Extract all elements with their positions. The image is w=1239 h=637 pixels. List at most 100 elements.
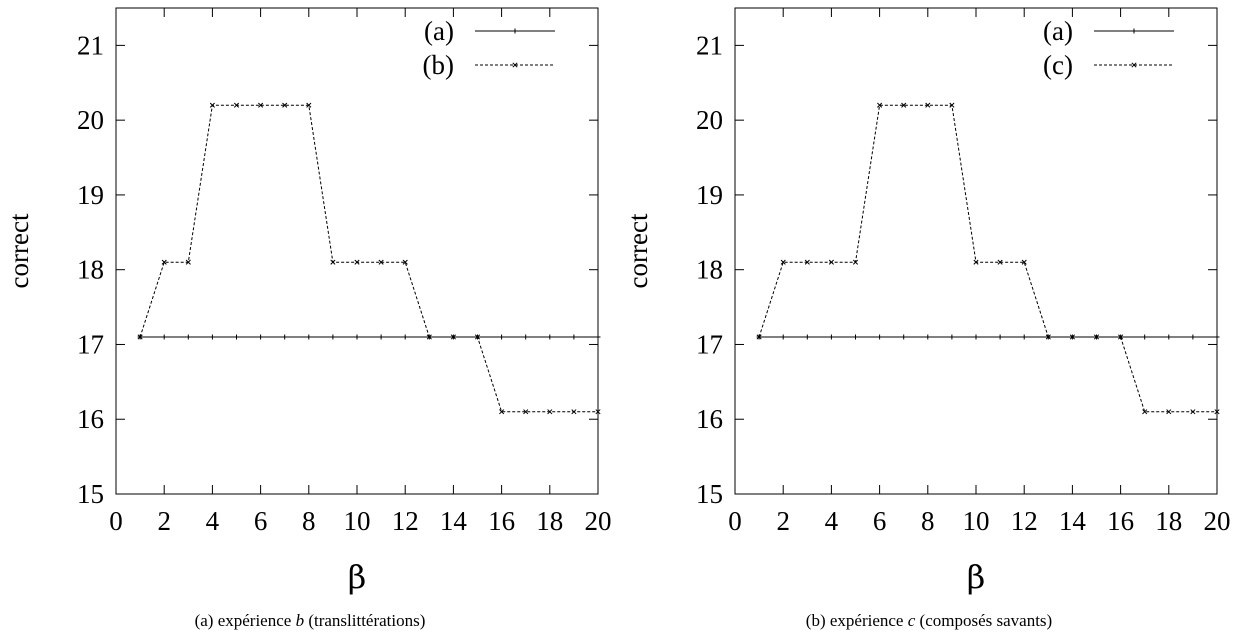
- y-tick-label: 21: [77, 30, 104, 60]
- legend-marker-0: [1131, 28, 1137, 34]
- cross-marker: [233, 102, 240, 108]
- cross-marker: [973, 259, 979, 265]
- plus-marker: [258, 334, 264, 340]
- cross-marker: [161, 259, 167, 265]
- plus-marker: [185, 334, 191, 340]
- cross-marker: [595, 409, 601, 415]
- y-tick-label: 16: [696, 404, 723, 434]
- x-tick-label: 2: [157, 506, 171, 536]
- y-tick-label: 20: [696, 105, 723, 135]
- y-tick-label: 15: [696, 479, 723, 509]
- cross-marker: [185, 259, 191, 265]
- y-tick-label: 19: [77, 180, 104, 210]
- plus-marker: [780, 334, 786, 340]
- y-tick-label: 18: [77, 255, 104, 285]
- cross-marker: [378, 259, 384, 265]
- plus-marker: [523, 334, 529, 340]
- legend-label-0: (a): [1043, 16, 1073, 46]
- cross-marker: [1021, 259, 1027, 265]
- cross-marker: [997, 259, 1003, 265]
- y-tick-label: 18: [696, 255, 723, 285]
- cross-marker: [1190, 409, 1196, 415]
- cross-marker: [402, 259, 408, 265]
- plus-marker: [547, 334, 553, 340]
- plus-marker: [282, 334, 288, 340]
- plus-marker: [234, 334, 239, 340]
- cross-marker: [756, 334, 762, 340]
- series-line-1: [139, 104, 598, 413]
- cross-marker: [499, 409, 505, 415]
- x-tick-label: 12: [392, 506, 419, 536]
- plus-marker: [949, 334, 955, 340]
- caption-b-variable: c: [907, 611, 916, 630]
- cross-marker: [547, 409, 553, 415]
- cross-marker: [949, 102, 955, 108]
- cross-marker: [1069, 334, 1075, 340]
- plus-marker: [804, 334, 810, 340]
- caption-a-suffix: (translittérations): [304, 611, 426, 630]
- x-axis-title: β: [967, 558, 986, 596]
- cross-marker: [804, 259, 810, 265]
- plus-marker: [877, 334, 883, 340]
- cross-marker: [137, 334, 143, 340]
- cross-marker: [1214, 409, 1220, 415]
- cross-marker: [1118, 334, 1124, 340]
- plus-marker: [925, 334, 931, 340]
- y-tick-label: 15: [77, 479, 104, 509]
- plot-frame: [734, 7, 1218, 495]
- plus-marker: [828, 334, 834, 340]
- caption-a-prefix: (a) expérience: [194, 611, 296, 630]
- plus-marker: [1021, 334, 1027, 340]
- x-tick-label: 18: [1155, 506, 1182, 536]
- caption-b: (b) expérience c (composés savants): [619, 611, 1239, 631]
- caption-a: (a) expérience b (translittérations): [0, 611, 620, 631]
- plus-marker: [306, 334, 312, 340]
- cross-marker: [1142, 409, 1148, 415]
- caption-b-suffix: (composés savants): [915, 611, 1053, 630]
- y-tick-label: 19: [696, 180, 723, 210]
- x-tick-label: 8: [921, 506, 935, 536]
- cross-marker: [426, 334, 432, 340]
- x-tick-label: 10: [963, 506, 990, 536]
- cross-marker: [306, 102, 312, 108]
- plus-marker: [901, 334, 907, 340]
- cross-marker: [209, 102, 215, 108]
- legend-label-0: (a): [424, 16, 454, 46]
- chart-panel-a: 0 2 4 6 8 10 12 14 16 18 20 15 16 17 18 19 20 21 correct β (…: [0, 7, 620, 631]
- plot-frame: [115, 7, 599, 495]
- plus-marker: [209, 334, 215, 340]
- x-tick-label: 18: [536, 506, 563, 536]
- plus-marker: [973, 334, 979, 340]
- x-axis-title: β: [348, 558, 367, 596]
- cross-marker: [258, 102, 264, 108]
- series-line-1: [758, 104, 1217, 413]
- cross-marker: [925, 102, 931, 108]
- plus-marker: [1142, 334, 1148, 340]
- plus-marker: [354, 334, 360, 340]
- chart-panel-b: 0 2 4 6 8 10 12 14 16 18 20 15 16 17 18 19 20 21 correct β (…: [619, 0, 1239, 637]
- x-tick-label: 6: [254, 506, 268, 536]
- plus-marker: [1190, 334, 1196, 340]
- x-tick-label: 14: [1059, 506, 1087, 536]
- cross-marker: [450, 334, 456, 340]
- x-tick-label: 2: [776, 506, 790, 536]
- line-chart-b: 0 2 4 6 8 10 12 14 16 18 20 15 16 17 18 19 20 21 correct β (…: [623, 7, 1231, 596]
- cross-marker: [780, 259, 786, 265]
- cross-marker: [354, 259, 360, 265]
- cross-marker: [523, 409, 529, 415]
- x-tick-label: 8: [302, 506, 316, 536]
- plus-marker: [595, 334, 601, 340]
- cross-marker: [1166, 409, 1172, 415]
- y-axis-title: correct: [4, 213, 34, 288]
- y-axis-title: correct: [623, 213, 653, 288]
- x-tick-label: 6: [873, 506, 887, 536]
- plus-marker: [378, 334, 384, 340]
- cross-marker: [474, 334, 481, 340]
- cross-marker: [1045, 334, 1051, 340]
- x-tick-label: 4: [825, 506, 839, 536]
- x-tick-label: 4: [206, 506, 220, 536]
- plus-marker: [853, 334, 858, 340]
- y-tick-label: 20: [77, 105, 104, 135]
- plus-marker: [571, 334, 577, 340]
- legend-label-1: (b): [423, 50, 454, 80]
